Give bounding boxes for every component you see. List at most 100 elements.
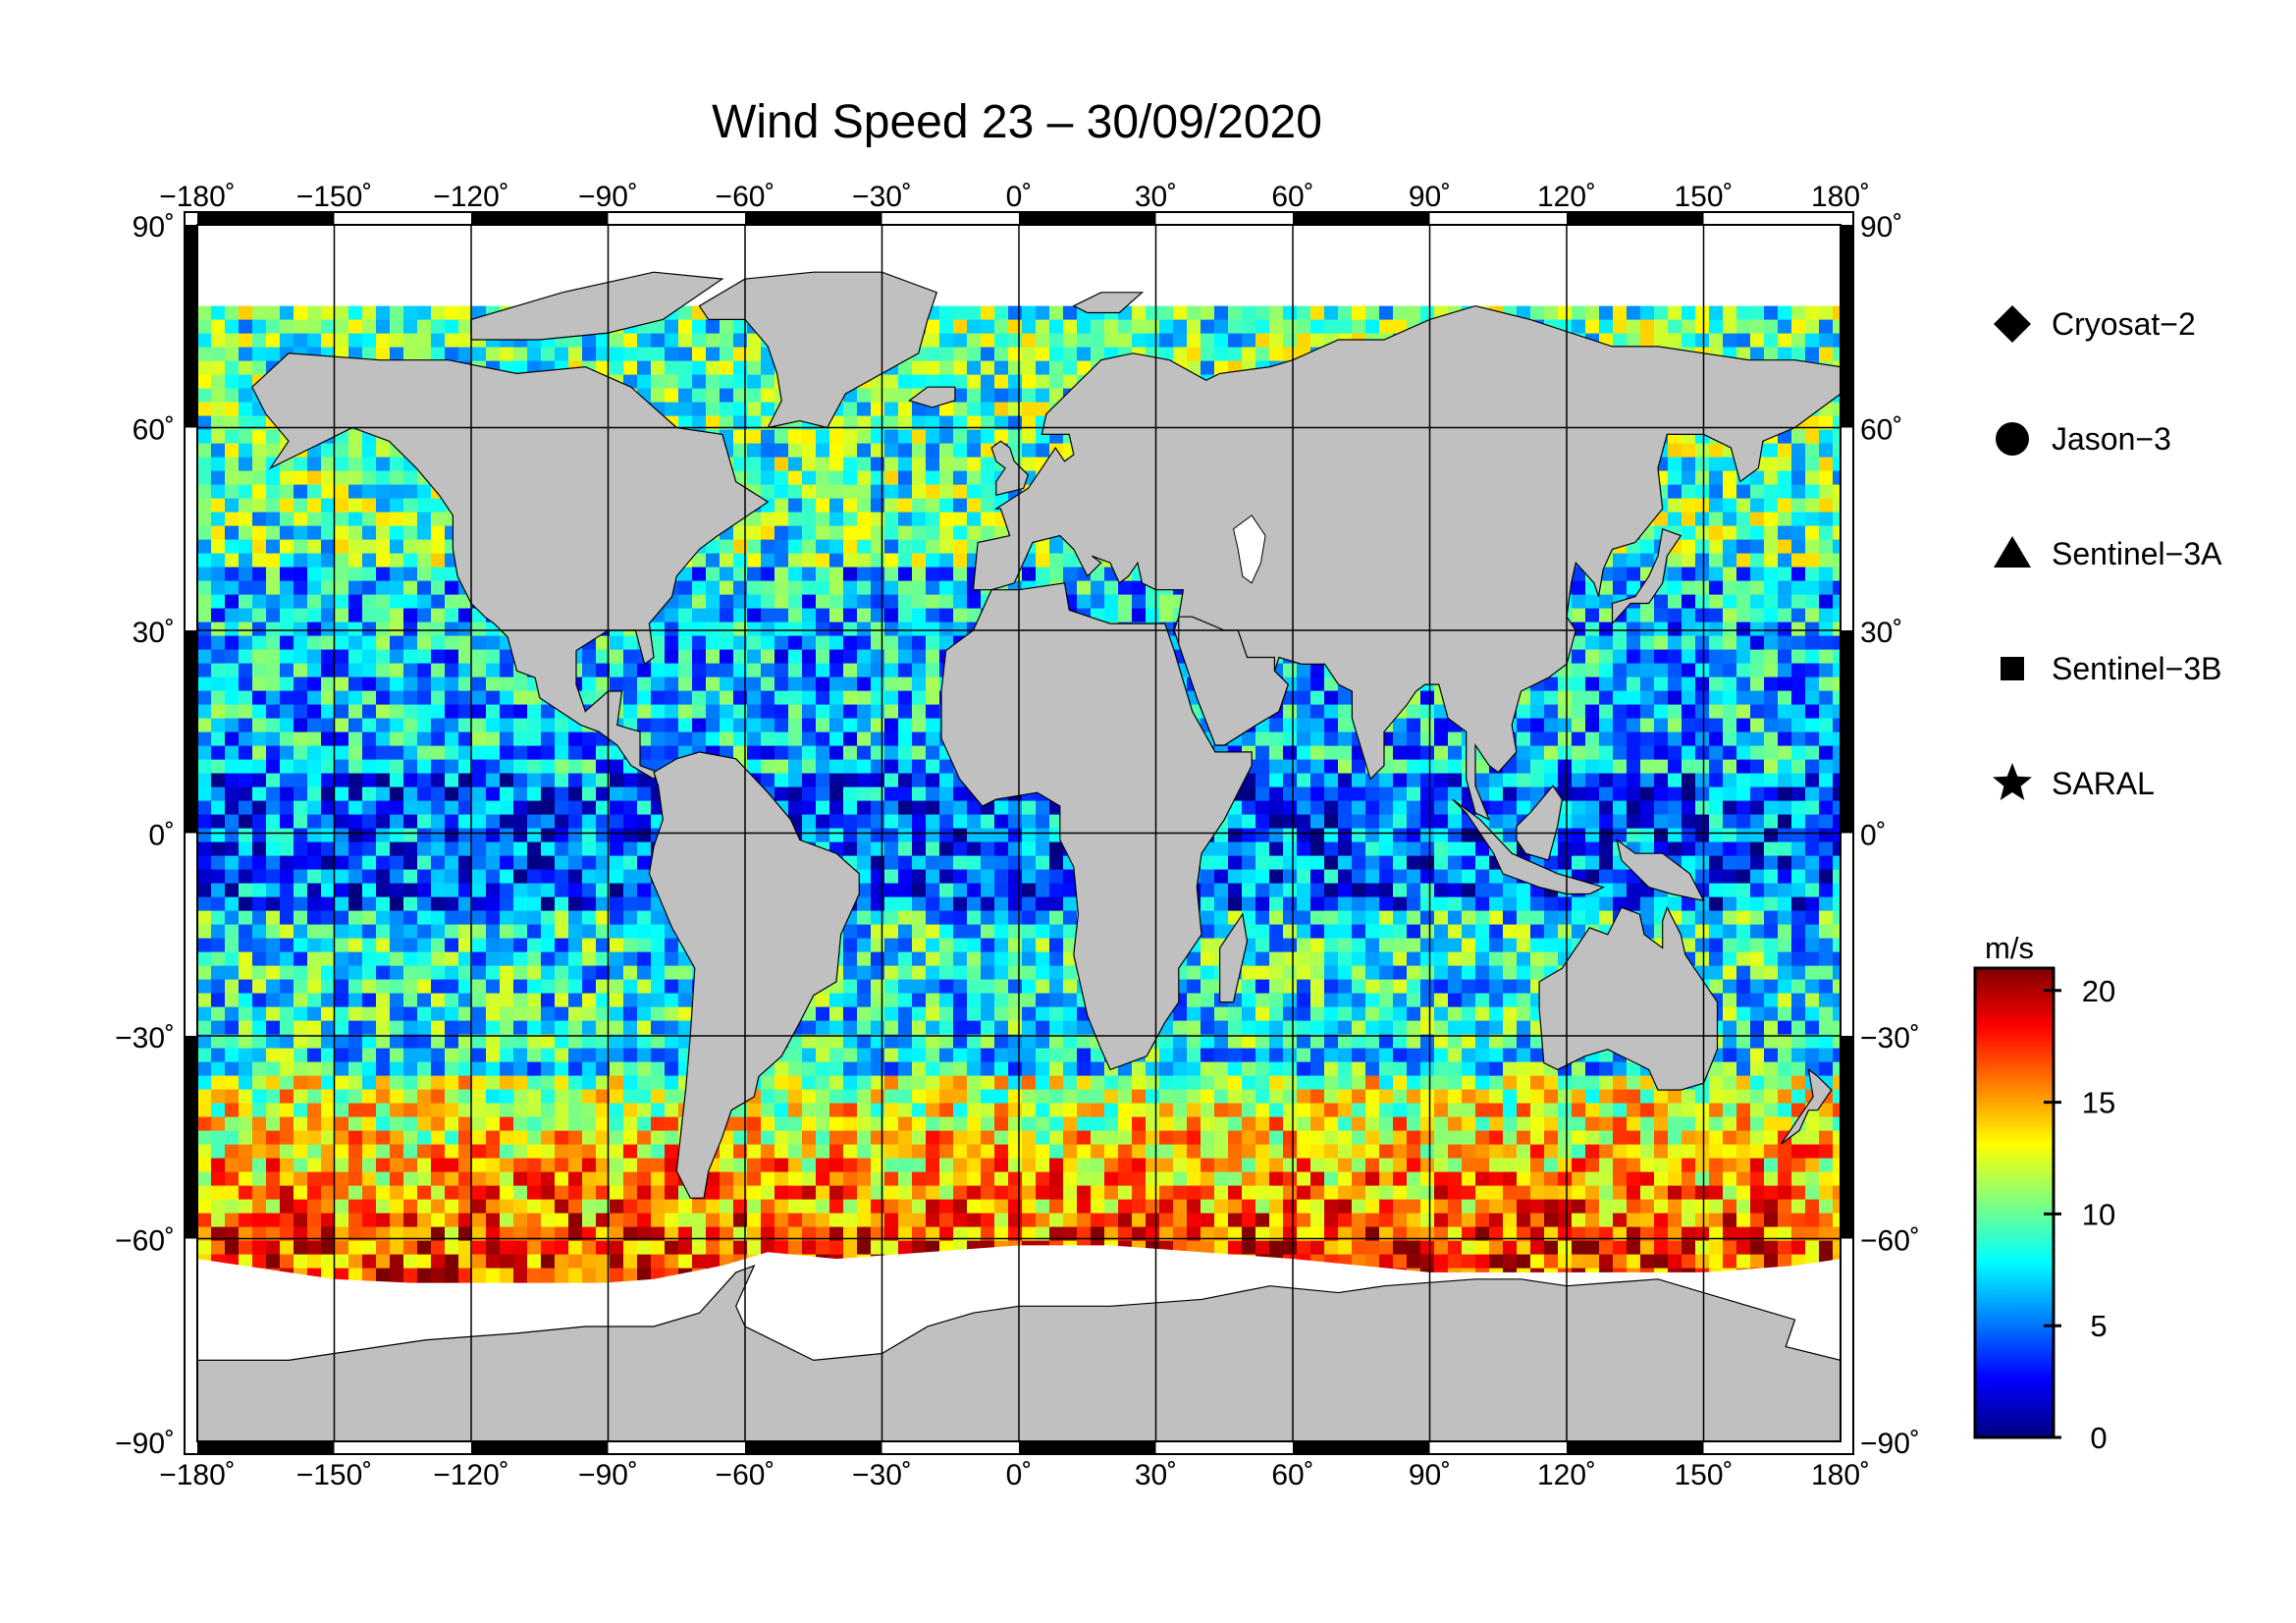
wind-cell bbox=[362, 704, 377, 720]
wind-cell bbox=[706, 580, 721, 596]
wind-cell bbox=[843, 786, 858, 802]
wind-cell bbox=[1049, 855, 1064, 871]
wind-cell bbox=[1709, 635, 1724, 651]
wind-cell bbox=[871, 800, 885, 816]
wind-cell bbox=[857, 731, 872, 747]
wind-cell bbox=[1778, 622, 1792, 637]
wind-cell bbox=[1682, 814, 1696, 830]
wind-cell bbox=[898, 594, 913, 610]
wind-cell bbox=[843, 539, 858, 555]
wind-cell bbox=[362, 800, 377, 816]
wind-cell bbox=[1695, 470, 1710, 486]
wind-cell bbox=[953, 402, 968, 417]
wind-cell bbox=[1228, 347, 1243, 362]
wind-cell bbox=[953, 319, 968, 335]
wind-cell bbox=[1283, 786, 1298, 802]
wind-cell bbox=[500, 828, 514, 843]
wind-cell bbox=[582, 690, 597, 706]
wind-cell bbox=[926, 855, 940, 871]
wind-cell bbox=[417, 539, 432, 555]
wind-cell bbox=[994, 869, 1009, 885]
wind-cell bbox=[843, 649, 858, 665]
wind-cell bbox=[857, 539, 872, 555]
wind-cell bbox=[348, 498, 363, 514]
wind-cell bbox=[376, 319, 391, 335]
wind-cell bbox=[816, 580, 830, 596]
wind-cell bbox=[211, 786, 226, 802]
wind-cell bbox=[500, 690, 514, 706]
wind-cell bbox=[1063, 305, 1078, 321]
wind-cell bbox=[1022, 415, 1037, 431]
wind-cell bbox=[376, 347, 391, 362]
wind-cell bbox=[376, 718, 391, 733]
wind-cell bbox=[335, 319, 349, 335]
wind-cell bbox=[981, 388, 995, 404]
wind-cell bbox=[239, 470, 253, 486]
wind-cell bbox=[348, 800, 363, 816]
wind-cell bbox=[1297, 333, 1311, 349]
wind-cell bbox=[486, 676, 501, 692]
wind-cell bbox=[720, 567, 734, 582]
wind-cell bbox=[1736, 718, 1751, 733]
wind-cell bbox=[596, 333, 611, 349]
wind-cell bbox=[1255, 814, 1270, 830]
wind-cell bbox=[1682, 512, 1696, 527]
wind-cell bbox=[1791, 470, 1806, 486]
wind-cell bbox=[706, 567, 721, 582]
wind-cell bbox=[1819, 676, 1834, 692]
wind-cell bbox=[1764, 786, 1779, 802]
wind-cell bbox=[857, 457, 872, 472]
wind-cell bbox=[802, 525, 817, 541]
wind-cell bbox=[706, 731, 721, 747]
wind-cell bbox=[1228, 333, 1243, 349]
wind-cell bbox=[390, 814, 404, 830]
wind-cell bbox=[390, 841, 404, 857]
wind-cell bbox=[239, 814, 253, 830]
wind-cell bbox=[417, 319, 432, 335]
wind-cell bbox=[582, 333, 597, 349]
wind-cell bbox=[348, 429, 363, 445]
wind-cell bbox=[362, 443, 377, 459]
wind-cell bbox=[926, 512, 940, 527]
wind-cell bbox=[967, 415, 982, 431]
wind-cell bbox=[376, 800, 391, 816]
wind-cell bbox=[390, 525, 404, 541]
wind-cell bbox=[665, 388, 679, 404]
wind-cell bbox=[431, 718, 446, 733]
wind-cell bbox=[197, 828, 212, 843]
wind-cell bbox=[1269, 731, 1284, 747]
wind-cell bbox=[1791, 333, 1806, 349]
wind-cell bbox=[362, 786, 377, 802]
wind-cell bbox=[1764, 663, 1779, 678]
wind-cell bbox=[1819, 841, 1834, 857]
wind-cell bbox=[1585, 305, 1600, 321]
wind-cell bbox=[843, 470, 858, 486]
wind-cell bbox=[362, 553, 377, 568]
wind-cell bbox=[348, 731, 363, 747]
wind-cell bbox=[692, 663, 707, 678]
wind-cell bbox=[417, 759, 432, 775]
wind-cell bbox=[1709, 622, 1724, 637]
wind-cell bbox=[939, 415, 954, 431]
wind-cell bbox=[967, 457, 982, 472]
wind-cell bbox=[651, 360, 666, 376]
wind-cell bbox=[266, 594, 281, 610]
wind-cell bbox=[1682, 704, 1696, 720]
wind-cell bbox=[390, 800, 404, 816]
wind-cell bbox=[1627, 676, 1641, 692]
wind-cell bbox=[761, 690, 775, 706]
wind-cell bbox=[1283, 319, 1298, 335]
wind-cell bbox=[1324, 773, 1339, 788]
wind-cell bbox=[445, 690, 459, 706]
wind-cell bbox=[362, 525, 377, 541]
wind-cell bbox=[1352, 319, 1366, 335]
wind-cell bbox=[926, 731, 940, 747]
wind-cell bbox=[829, 663, 844, 678]
wind-cell bbox=[953, 457, 968, 472]
wind-cell bbox=[431, 319, 446, 335]
wind-cell bbox=[211, 649, 226, 665]
wind-cell bbox=[912, 374, 927, 390]
wind-cell bbox=[637, 841, 652, 857]
wind-cell bbox=[1365, 814, 1380, 830]
wind-cell bbox=[692, 360, 707, 376]
